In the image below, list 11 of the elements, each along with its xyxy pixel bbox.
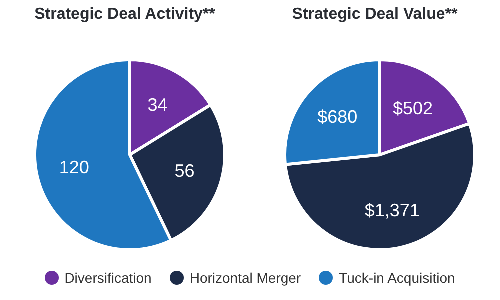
legend-label: Horizontal Merger xyxy=(190,270,302,286)
data-label: 120 xyxy=(59,158,90,178)
data-label: $680 xyxy=(318,106,358,127)
data-label: 56 xyxy=(174,160,195,181)
data-label: $1,371 xyxy=(364,200,420,221)
chart-title: Strategic Deal Activity** xyxy=(34,6,216,24)
data-label: 34 xyxy=(148,95,168,116)
chart-title: Strategic Deal Value** xyxy=(291,6,459,24)
data-label: $502 xyxy=(392,98,434,119)
legend-label: Tuck-in Acquisition xyxy=(339,270,456,286)
legend-label: Diversification xyxy=(64,270,152,286)
